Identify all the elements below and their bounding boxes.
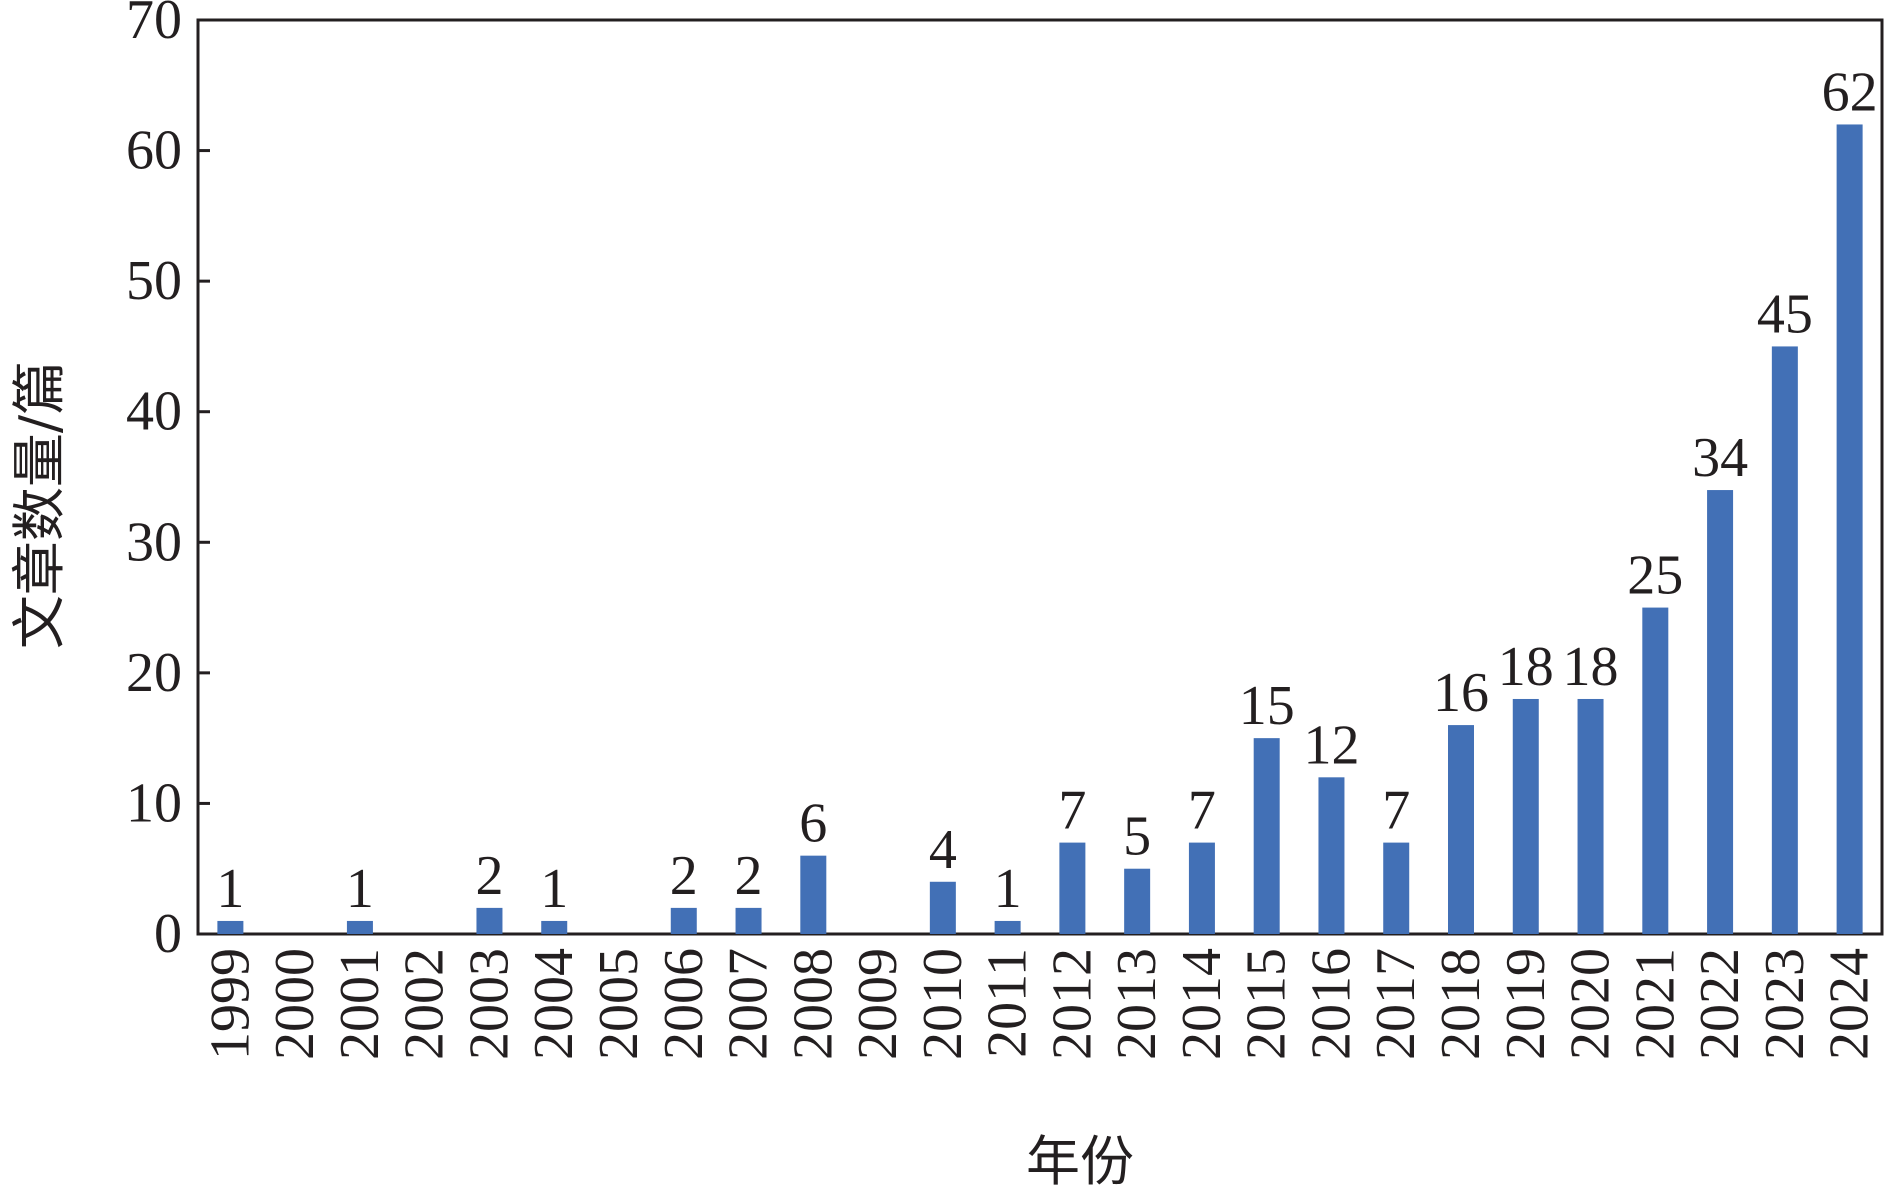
- data-label-2023: 45: [1757, 283, 1813, 345]
- x-tick-label-2021: 2021: [1624, 948, 1686, 1060]
- data-label-2022: 34: [1692, 427, 1748, 489]
- bar-2004: [541, 920, 568, 934]
- x-tick-label-2016: 2016: [1300, 948, 1362, 1060]
- data-label-2021: 25: [1627, 545, 1683, 607]
- x-tick-label-2020: 2020: [1560, 948, 1622, 1060]
- x-axis: 1999 2000 2001 2002 2003 2004 2005 2006 2007 2008…: [199, 948, 1880, 1060]
- data-label-2004: 1: [540, 858, 568, 920]
- x-tick-label-2024: 2024: [1819, 948, 1881, 1060]
- data-label-2003: 2: [475, 845, 503, 907]
- x-tick-label-2001: 2001: [329, 948, 391, 1060]
- bar-2011: [994, 920, 1021, 934]
- data-label-2008: 6: [799, 793, 827, 855]
- x-tick-label-2005: 2005: [588, 948, 650, 1060]
- x-tick-label-2011: 2011: [977, 948, 1039, 1058]
- bar-2012: [1059, 842, 1086, 934]
- data-label-2013: 5: [1123, 806, 1151, 868]
- x-tick-label-2010: 2010: [912, 948, 974, 1060]
- data-label-2006: 2: [670, 845, 698, 907]
- y-tick-label: 50: [126, 250, 182, 312]
- y-tick-label: 30: [126, 511, 182, 573]
- data-label-2018: 16: [1433, 662, 1489, 724]
- x-tick-label-2012: 2012: [1041, 948, 1103, 1060]
- x-axis-title: 年份: [1026, 1130, 1134, 1193]
- x-tick-label-2022: 2022: [1689, 948, 1751, 1060]
- data-label-2019: 18: [1498, 636, 1554, 698]
- x-tick-label-2004: 2004: [523, 948, 585, 1060]
- bar-2015: [1253, 738, 1280, 934]
- y-tick-label: 40: [126, 381, 182, 443]
- x-tick-label-2023: 2023: [1754, 948, 1816, 1060]
- x-tick-label-2002: 2002: [394, 948, 456, 1060]
- plot-frame: [196, 18, 1884, 936]
- data-label-2017: 7: [1382, 780, 1410, 842]
- bar-2017: [1383, 842, 1410, 934]
- bar-2020: [1577, 698, 1604, 934]
- y-tick-label: 60: [126, 120, 182, 182]
- bar-2024: [1836, 124, 1863, 934]
- data-label-2010: 4: [929, 819, 957, 881]
- x-tick-label-2000: 2000: [264, 948, 326, 1060]
- x-tick-label-2007: 2007: [718, 948, 780, 1060]
- bar-2022: [1707, 490, 1734, 934]
- bar-2018: [1448, 725, 1474, 934]
- bar-2021: [1642, 607, 1669, 934]
- x-tick-label-2014: 2014: [1171, 948, 1233, 1060]
- x-tick-label-2003: 2003: [458, 948, 520, 1060]
- bar-2013: [1124, 868, 1151, 934]
- data-label-2016: 12: [1303, 714, 1359, 776]
- data-label-2015: 15: [1239, 675, 1295, 737]
- data-label-2024: 62: [1822, 61, 1878, 123]
- x-tick-label-2013: 2013: [1106, 948, 1168, 1060]
- bar-2006: [670, 907, 697, 934]
- bar-2023: [1771, 346, 1798, 934]
- data-label-2014: 7: [1188, 780, 1216, 842]
- x-tick-label-2009: 2009: [847, 948, 909, 1060]
- bar-2016: [1318, 777, 1345, 934]
- x-tick-label-2019: 2019: [1495, 948, 1557, 1060]
- y-tick-label: 70: [126, 0, 182, 51]
- bar-2014: [1188, 842, 1215, 934]
- y-tick-label: 0: [154, 903, 182, 965]
- y-tick-label: 20: [126, 642, 182, 704]
- data-label-2007: 2: [735, 845, 763, 907]
- bar-2010: [929, 881, 956, 934]
- y-axis-title: 文章数量/篇: [8, 361, 71, 649]
- bar-2007: [735, 907, 762, 934]
- x-tick-label-2008: 2008: [782, 948, 844, 1060]
- data-label-2011: 1: [994, 858, 1022, 920]
- data-label-2012: 7: [1058, 780, 1086, 842]
- x-tick-label-2006: 2006: [653, 948, 715, 1060]
- x-tick-label-2017: 2017: [1365, 948, 1427, 1060]
- data-label-2001: 1: [346, 858, 374, 920]
- bar-2003: [476, 907, 503, 934]
- data-label-2020: 18: [1563, 636, 1619, 698]
- bars-group: [217, 124, 1863, 934]
- x-tick-label-2018: 2018: [1430, 948, 1492, 1060]
- bar-2001: [346, 920, 373, 934]
- y-tick-label: 10: [126, 772, 182, 834]
- data-label-1999: 1: [216, 858, 244, 920]
- bar-1999: [217, 920, 244, 934]
- bar-2008: [800, 855, 827, 934]
- bar-2019: [1512, 698, 1539, 934]
- y-axis: 0 10 20 30 40 50 60 70: [126, 0, 210, 965]
- x-tick-label-2015: 2015: [1236, 948, 1298, 1060]
- x-tick-label-1999: 1999: [199, 948, 261, 1060]
